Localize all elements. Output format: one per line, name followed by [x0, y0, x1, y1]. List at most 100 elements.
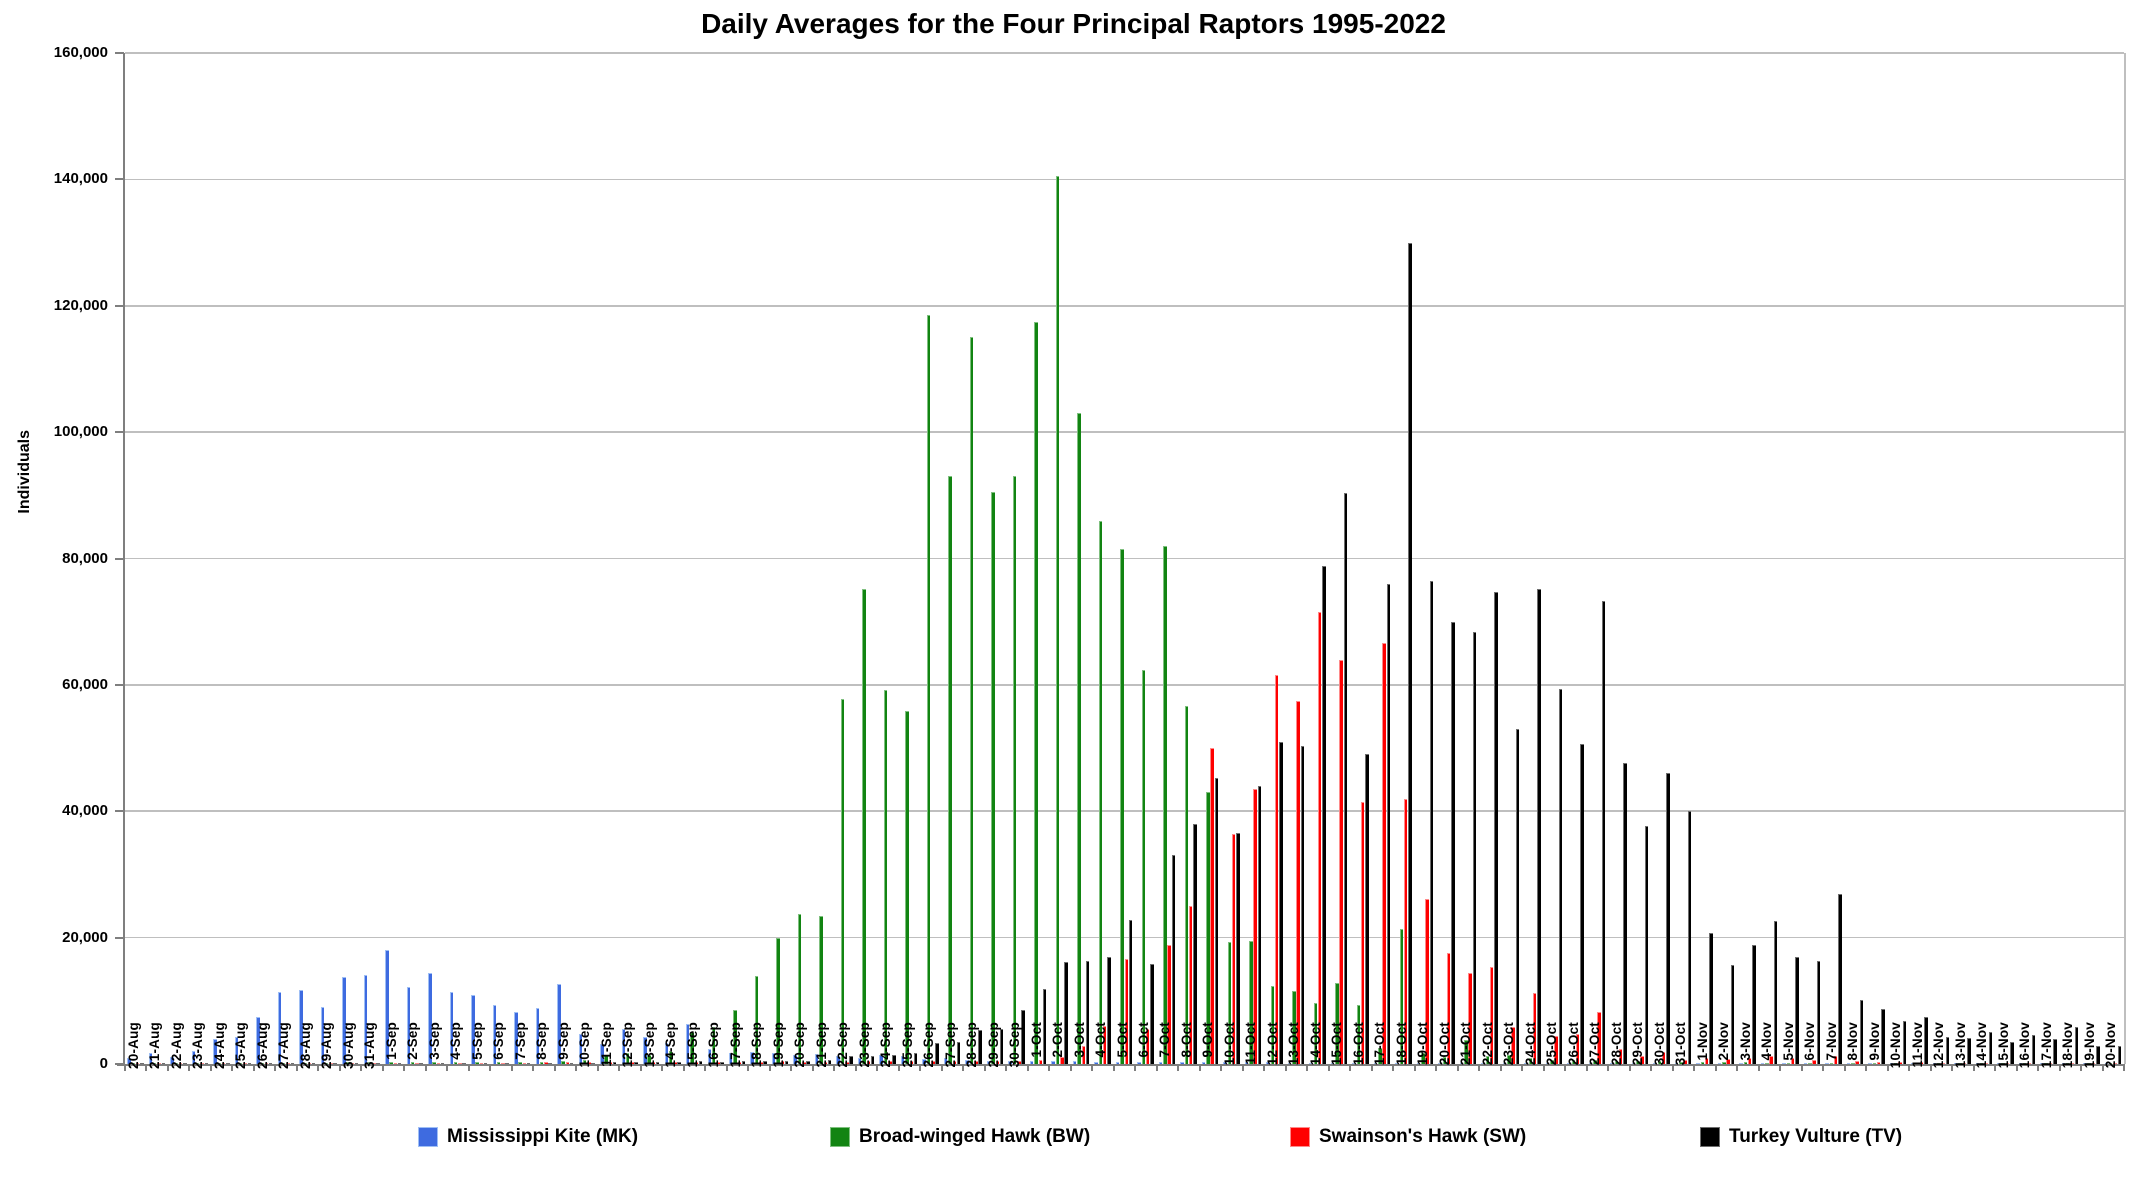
x-axis-tick — [338, 1064, 341, 1071]
x-tick-label-20-Aug: 20-Aug — [125, 1022, 141, 1069]
bar-8-Oct-SW — [1188, 906, 1193, 1064]
bar-26-Oct-TV — [1580, 744, 1584, 1064]
x-axis-tick — [1671, 1064, 1674, 1071]
x-axis-tick — [1005, 1064, 1008, 1071]
bar-10-Sep-SW — [587, 1062, 591, 1064]
bar-22-Sep-SW — [845, 1061, 849, 1064]
x-tick-label-26-Sep: 26-Sep — [921, 1022, 937, 1068]
bar-23-Aug-TV — [204, 1063, 208, 1064]
bar-22-Oct-MK — [1481, 1063, 1485, 1064]
y-axis-tick — [115, 304, 124, 307]
bar-20-Nov-BW — [2108, 1063, 2113, 1064]
bar-5-Oct-MK — [1115, 1062, 1120, 1064]
bar-19-Oct-TV — [1429, 580, 1434, 1064]
bar-6-Oct-SW — [1145, 1028, 1150, 1064]
bar-31-Oct-BW — [1679, 1062, 1683, 1064]
x-axis-tick — [188, 1064, 191, 1071]
bar-18-Sep-SW — [759, 1061, 763, 1064]
x-axis-tick — [1026, 1064, 1029, 1071]
x-tick-label-13-Nov: 13-Nov — [1952, 1022, 1968, 1069]
x-tick-label-27-Sep: 27-Sep — [942, 1022, 958, 1068]
bar-10-Sep-BW — [582, 1060, 587, 1064]
bar-4-Oct-BW — [1098, 520, 1103, 1064]
bar-1-Sep-TV — [397, 1063, 402, 1064]
bar-27-Sep-SW — [952, 1061, 957, 1064]
gridline-120000 — [125, 304, 2124, 307]
bar-24-Aug-TV — [226, 1063, 230, 1064]
bar-15-Sep-SW — [694, 1062, 699, 1064]
x-axis-tick — [1693, 1064, 1696, 1071]
bar-12-Sep-MK — [621, 1028, 625, 1064]
legend-item-MK: Mississippi Kite (MK) — [418, 1126, 638, 1148]
x-tick-label-17-Sep: 17-Sep — [727, 1022, 743, 1068]
bar-2-Nov-MK — [1717, 1063, 1722, 1064]
bar-3-Sep-MK — [428, 973, 432, 1064]
bar-4-Oct-SW — [1103, 1026, 1107, 1064]
x-axis-tick — [446, 1064, 449, 1071]
x-axis-tick — [1263, 1064, 1266, 1071]
legend-label: Swainson's Hawk (SW) — [1319, 1126, 1527, 1147]
bar-26-Oct-MK — [1567, 1063, 1571, 1064]
x-axis-tick — [1521, 1064, 1524, 1071]
bar-11-Sep-BW — [604, 1055, 608, 1064]
x-tick-label-29-Aug: 29-Aug — [319, 1022, 335, 1069]
x-axis-tick — [1908, 1064, 1911, 1071]
bar-30-Oct-MK — [1653, 1063, 1657, 1064]
bar-24-Aug-SW — [221, 1063, 226, 1064]
legend-label: Mississippi Kite (MK) — [447, 1126, 639, 1147]
bar-8-Nov-MK — [1846, 1063, 1851, 1064]
bar-3-Oct-BW — [1077, 413, 1081, 1064]
x-axis-tick — [596, 1064, 599, 1071]
bar-16-Oct-TV — [1365, 753, 1369, 1064]
bar-29-Sep-TV — [999, 1028, 1004, 1064]
x-axis-tick — [682, 1064, 685, 1071]
bar-7-Nov-BW — [1829, 1062, 1833, 1064]
x-axis-tick — [768, 1064, 771, 1071]
x-axis-tick — [725, 1064, 728, 1071]
x-axis-tick — [317, 1064, 320, 1071]
bar-2-Nov-SW — [1726, 1058, 1730, 1064]
bar-11-Nov-BW — [1915, 1063, 1919, 1064]
x-axis-tick — [1994, 1064, 1997, 1071]
x-axis-tick — [2058, 1064, 2061, 1071]
bar-16-Nov-MK — [2018, 1063, 2023, 1064]
bar-12-Nov-BW — [1936, 1063, 1941, 1064]
bar-1-Sep-BW — [389, 1062, 393, 1064]
bar-21-Oct-TV — [1472, 631, 1477, 1064]
bar-26-Sep-MK — [922, 1058, 926, 1064]
bar-14-Sep-BW — [668, 1050, 673, 1064]
bar-20-Oct-TV — [1451, 621, 1455, 1064]
bar-4-Nov-SW — [1769, 1056, 1773, 1064]
bar-9-Oct-SW — [1210, 748, 1214, 1064]
x-tick-label-10-Oct: 10-Oct — [1221, 1022, 1237, 1066]
bar-7-Sep-SW — [522, 1062, 527, 1064]
chart-title: Daily Averages for the Four Principal Ra… — [701, 8, 1446, 39]
x-tick-label-30-Oct: 30-Oct — [1651, 1022, 1667, 1066]
bar-15-Nov-SW — [2005, 1063, 2010, 1064]
x-axis-tick — [1757, 1064, 1760, 1071]
bar-25-Aug-TV — [247, 1063, 251, 1064]
bar-11-Oct-SW — [1253, 789, 1257, 1064]
x-tick-label-7-Sep: 7-Sep — [512, 1022, 528, 1060]
bar-3-Oct-TV — [1085, 961, 1090, 1064]
x-axis-tick — [1865, 1064, 1868, 1071]
bar-30-Aug-TV — [354, 1063, 359, 1064]
bar-2-Nov-TV — [1730, 964, 1735, 1064]
x-axis-tick — [962, 1064, 965, 1071]
x-tick-label-14-Sep: 14-Sep — [663, 1022, 679, 1068]
bar-9-Nov-TV — [1881, 1009, 1885, 1064]
bar-31-Aug-SW — [372, 1063, 376, 1064]
x-tick-label-1-Oct: 1-Oct — [1028, 1022, 1044, 1058]
x-axis-tick — [919, 1064, 922, 1071]
bar-14-Nov-TV — [1988, 1031, 1993, 1064]
legend-swatch-icon — [418, 1127, 438, 1147]
x-axis-tick — [1951, 1064, 1954, 1071]
bar-30-Aug-MK — [342, 976, 346, 1064]
bar-23-Oct-MK — [1502, 1063, 1507, 1064]
x-axis-tick — [876, 1064, 879, 1071]
bar-28-Aug-SW — [307, 1063, 312, 1064]
x-axis-tick — [360, 1064, 363, 1071]
bar-8-Sep-SW — [544, 1062, 548, 1064]
x-tick-label-3-Oct: 3-Oct — [1071, 1022, 1087, 1058]
bar-7-Nov-MK — [1825, 1063, 1829, 1064]
